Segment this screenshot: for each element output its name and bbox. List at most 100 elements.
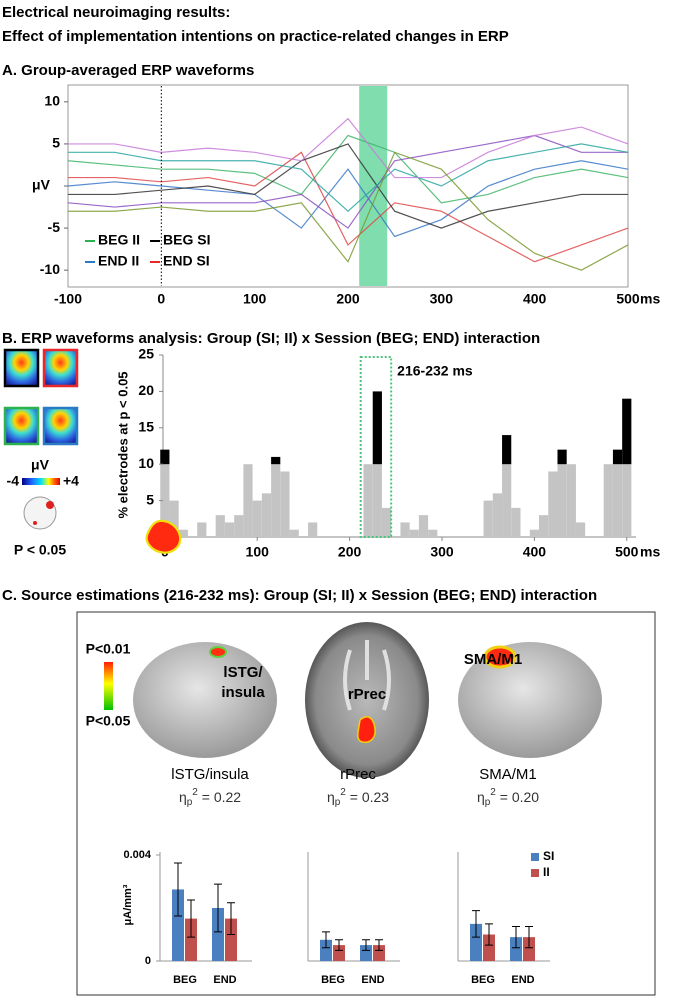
- effect-part: = 0.20: [496, 789, 539, 805]
- error-bar: [485, 923, 493, 946]
- bar: [212, 908, 224, 961]
- x-tick-label: BEG: [471, 974, 495, 986]
- y-tick-label: -10: [40, 261, 60, 277]
- p-label: P < 0.05: [14, 542, 67, 558]
- colorbar-max: P<0.01: [86, 641, 131, 657]
- x-tick-label: 400: [523, 544, 547, 560]
- bar: [215, 515, 225, 537]
- topo-map: [3, 406, 40, 446]
- y-tick-label: 20: [138, 382, 154, 398]
- bar: [234, 515, 244, 537]
- panel-label: C. Source estimations (216-232 ms): Grou…: [2, 587, 597, 604]
- bar: [511, 507, 521, 537]
- effect-part: p: [187, 797, 193, 808]
- legend-label: BEG II: [98, 232, 140, 248]
- error-bar: [525, 926, 533, 949]
- x-tick-label: BEG: [321, 974, 345, 986]
- brain-axial: [305, 622, 429, 778]
- bar: [622, 464, 632, 537]
- effect-part: η: [179, 789, 187, 805]
- error-bar: [472, 910, 480, 938]
- colorbar-unit: μV: [31, 457, 50, 473]
- waveform: [67, 134, 629, 204]
- legend-label: BEG SI: [163, 232, 210, 248]
- effect-part: = 0.22: [198, 789, 241, 805]
- panel-frame: [76, 611, 656, 996]
- activation: [356, 716, 376, 744]
- bar: [243, 464, 253, 537]
- bar-significant: [372, 391, 382, 465]
- bar: [548, 471, 558, 537]
- error-bar: [322, 931, 330, 949]
- activation: [483, 645, 517, 669]
- error-bar: [335, 939, 343, 951]
- x-tick-label: 0: [157, 291, 165, 307]
- bar: [612, 464, 623, 537]
- bar: [169, 500, 179, 537]
- x-tick-label: 100: [243, 291, 267, 307]
- panel-a: A. Group-averaged ERP waveforms μV ms 10…: [2, 62, 660, 307]
- electrode-blob: [33, 521, 37, 525]
- activation: [209, 646, 227, 658]
- waveform: [68, 117, 629, 179]
- x-tick-label: END: [361, 974, 384, 986]
- y-tick-label: -5: [48, 219, 61, 235]
- bar: [483, 500, 493, 537]
- x-tick-label: END: [511, 974, 534, 986]
- bar: [529, 529, 539, 537]
- bar: [502, 464, 512, 537]
- effect-size: ηp2 = 0.20: [477, 787, 539, 808]
- bar: [373, 945, 385, 961]
- bar: [400, 522, 410, 537]
- bar: [333, 945, 345, 961]
- bar: [271, 464, 281, 537]
- effect-part: η: [327, 789, 335, 805]
- panel-c: C. Source estimations (216-232 ms): Grou…: [2, 519, 656, 996]
- bar: [381, 507, 392, 537]
- x-tick-label: END: [213, 974, 236, 986]
- topo-maps: [3, 348, 79, 530]
- bar: [523, 937, 535, 961]
- window-box: [359, 356, 393, 538]
- error-bar: [512, 926, 520, 949]
- x-tick-label: 200: [336, 291, 360, 307]
- waveform: [68, 151, 629, 271]
- effect-part: 2: [192, 787, 198, 798]
- region-label: SMA/M1: [464, 651, 522, 668]
- error-bar: [375, 939, 383, 951]
- bar: [178, 529, 188, 537]
- bar: [492, 493, 503, 537]
- legend-swatch: [531, 853, 539, 861]
- waveform: [67, 134, 628, 229]
- x-tick-label: -100: [54, 291, 82, 307]
- highlight: [359, 86, 388, 286]
- panel-label: A. Group-averaged ERP waveforms: [2, 62, 254, 79]
- error-bar: [214, 883, 222, 933]
- bar-significant: [557, 449, 567, 465]
- x-tick-label: 500: [616, 291, 640, 307]
- bar: [261, 493, 272, 537]
- x-tick-label: 300: [430, 544, 454, 560]
- colorbar-max: +4: [63, 473, 79, 489]
- bar: [320, 939, 332, 961]
- y-axis-label: μV: [32, 177, 51, 193]
- title-line: Electrical neuroimaging results:: [2, 4, 230, 21]
- effect-part: p: [335, 797, 341, 808]
- electrode-blob: [46, 501, 54, 509]
- region-label: rPrec: [348, 686, 386, 703]
- bar: [575, 522, 586, 537]
- brain: [305, 622, 429, 778]
- title: Electrical neuroimaging results: Effect …: [2, 4, 509, 45]
- y-tick-label: 5: [52, 135, 60, 151]
- bar-significant: [612, 449, 623, 465]
- bar: [308, 522, 318, 537]
- window-label: 216-232 ms: [397, 363, 473, 379]
- bar: [160, 464, 170, 537]
- effect-part: 2: [490, 787, 496, 798]
- error-bar: [227, 902, 235, 935]
- colorbar-min: -4: [7, 473, 20, 489]
- bar: [225, 918, 237, 961]
- legend-swatch: [531, 869, 539, 877]
- x-tick-label: 200: [338, 544, 362, 560]
